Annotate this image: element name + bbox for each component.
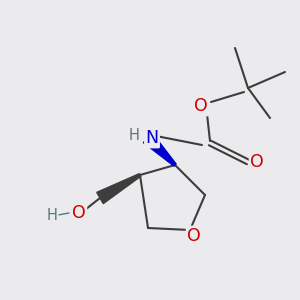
Text: O: O bbox=[187, 227, 201, 245]
Text: O: O bbox=[194, 97, 208, 115]
Text: O: O bbox=[72, 204, 86, 222]
Text: H: H bbox=[46, 208, 57, 223]
Text: O: O bbox=[250, 153, 264, 171]
Text: H: H bbox=[129, 128, 140, 143]
Polygon shape bbox=[143, 134, 176, 166]
Polygon shape bbox=[97, 174, 141, 204]
Text: N: N bbox=[146, 129, 159, 147]
